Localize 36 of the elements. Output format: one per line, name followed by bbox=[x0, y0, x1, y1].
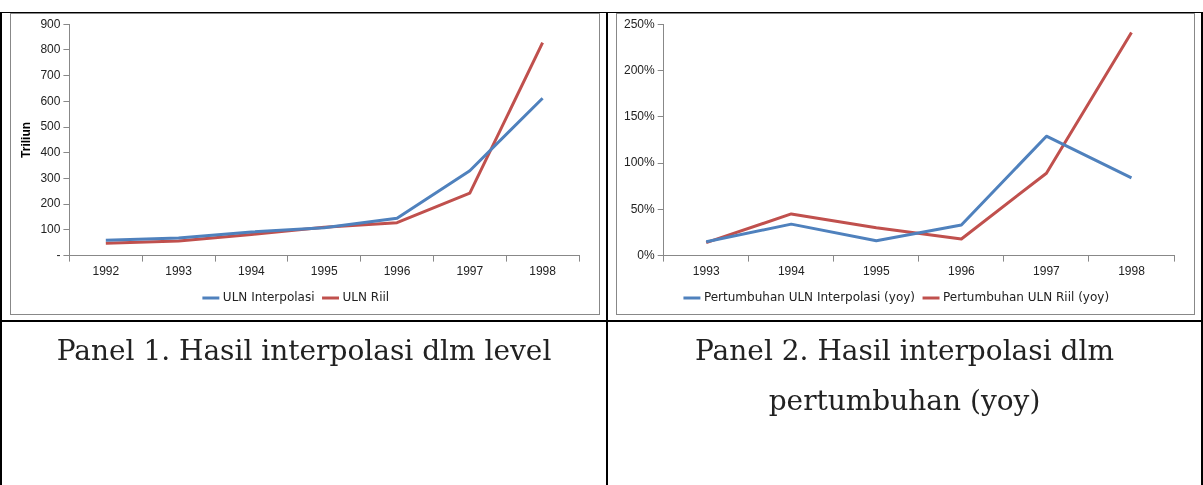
y-tick-label: 300 bbox=[40, 170, 61, 185]
x-tick-label: 1993 bbox=[165, 264, 193, 279]
text: Panel 2. Hasil interpolasi dlm pertumbuhan (yoy) bbox=[608, 320, 1201, 485]
legend-label: ULN Riil bbox=[342, 290, 390, 305]
y-tick-label: 800 bbox=[40, 42, 61, 57]
x-tick-label: 1996 bbox=[948, 264, 976, 279]
y-tick-label: - bbox=[56, 247, 61, 262]
text: Panel 1. Hasil interpolasi dlm level bbox=[2, 320, 606, 485]
y-tick-label: 50% bbox=[630, 201, 656, 216]
y-tick-label: 250% bbox=[623, 16, 656, 31]
x-tick-label: 1992 bbox=[92, 264, 120, 279]
x-tick-label: 1998 bbox=[529, 264, 557, 279]
x-tick-label: 1994 bbox=[777, 264, 805, 279]
y-tick-label: 0% bbox=[637, 247, 656, 262]
legend-label: Pertumbuhan ULN Riil (yoy) bbox=[943, 290, 1110, 305]
y-tick-label: 100 bbox=[40, 222, 61, 237]
x-tick-label: 1998 bbox=[1118, 264, 1146, 279]
y-tick-label: 700 bbox=[40, 67, 61, 82]
y-tick-label: 200% bbox=[623, 62, 656, 77]
y-tick-label: 900 bbox=[40, 16, 61, 31]
x-tick-label: 1995 bbox=[862, 264, 890, 279]
y-tick-label: 150% bbox=[623, 109, 656, 124]
x-tick-label: 1996 bbox=[383, 264, 411, 279]
y-tick-label: 200 bbox=[40, 196, 61, 211]
legend-label: Pertumbuhan ULN Interpolasi (yoy) bbox=[703, 290, 916, 305]
x-tick-label: 1997 bbox=[1033, 264, 1061, 279]
y-axis-title: Triliun bbox=[18, 121, 33, 158]
legend-label: ULN Interpolasi bbox=[222, 290, 315, 305]
y-tick-label: 100% bbox=[623, 155, 656, 170]
x-tick-label: 1995 bbox=[310, 264, 338, 279]
x-tick-label: 1997 bbox=[456, 264, 484, 279]
y-tick-label: 400 bbox=[40, 145, 61, 160]
y-tick-label: 500 bbox=[40, 119, 61, 134]
x-tick-label: 1993 bbox=[692, 264, 720, 279]
y-tick-label: 600 bbox=[40, 93, 61, 108]
x-tick-label: 1994 bbox=[238, 264, 266, 279]
